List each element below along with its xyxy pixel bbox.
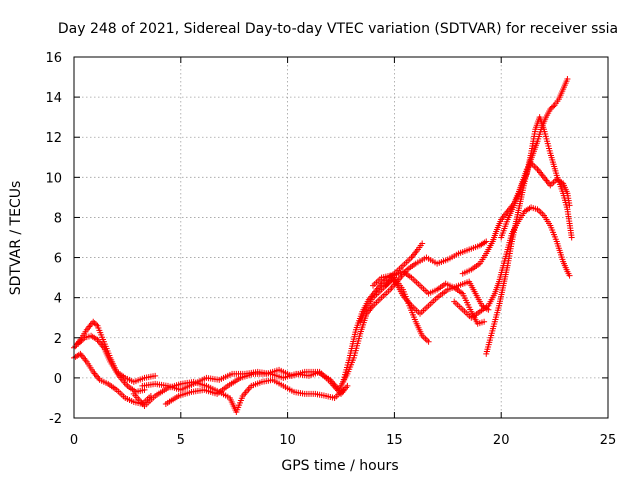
y-tick-label: 0 <box>54 372 62 387</box>
x-axis-label: GPS time / hours <box>281 458 398 474</box>
series-track <box>483 76 571 357</box>
data-point <box>547 106 554 113</box>
y-tick-label: 16 <box>45 51 62 66</box>
chart-title: Day 248 of 2021, Sidereal Day-to-day VTE… <box>58 21 618 37</box>
y-tick-label: 6 <box>54 252 62 267</box>
series-track <box>162 238 490 407</box>
x-tick-label: 5 <box>177 433 185 448</box>
data-point <box>90 318 97 325</box>
series-track <box>130 376 347 415</box>
data-point <box>93 321 100 328</box>
series-track <box>71 318 159 385</box>
data-point <box>568 234 575 241</box>
x-tick-label: 20 <box>493 433 510 448</box>
ticks: 0 5 10 15 20 25 -2 0 2 4 6 8 10 12 14 16 <box>45 51 616 448</box>
series-track <box>370 272 492 317</box>
data-point <box>91 320 98 327</box>
data-layer <box>71 76 575 415</box>
plot-frame <box>73 56 609 419</box>
x-tick-label: 10 <box>279 433 296 448</box>
y-tick-label: 8 <box>54 211 62 226</box>
data-point <box>344 382 351 389</box>
y-tick-label: -2 <box>49 412 62 427</box>
y-axis-label: SDTVAR / TECUs <box>8 181 24 296</box>
y-tick-label: 12 <box>45 131 62 146</box>
data-point <box>564 76 571 83</box>
x-tick-label: 0 <box>70 433 78 448</box>
data-point <box>481 318 488 325</box>
y-tick-label: 4 <box>54 292 62 307</box>
series-track <box>71 350 154 407</box>
data-point <box>483 238 490 245</box>
y-tick-label: 10 <box>45 171 62 186</box>
data-point <box>419 240 426 247</box>
grid <box>74 57 608 418</box>
data-point <box>152 372 159 379</box>
y-tick-label: 14 <box>45 91 62 106</box>
x-tick-label: 25 <box>600 433 617 448</box>
series-track <box>382 268 488 327</box>
y-tick-label: 2 <box>54 332 62 347</box>
data-point <box>425 338 432 345</box>
series-track <box>498 114 575 241</box>
data-point <box>548 104 555 111</box>
data-point <box>566 272 573 279</box>
series-track <box>451 204 573 321</box>
data-point <box>550 103 557 110</box>
x-tick-label: 15 <box>386 433 403 448</box>
